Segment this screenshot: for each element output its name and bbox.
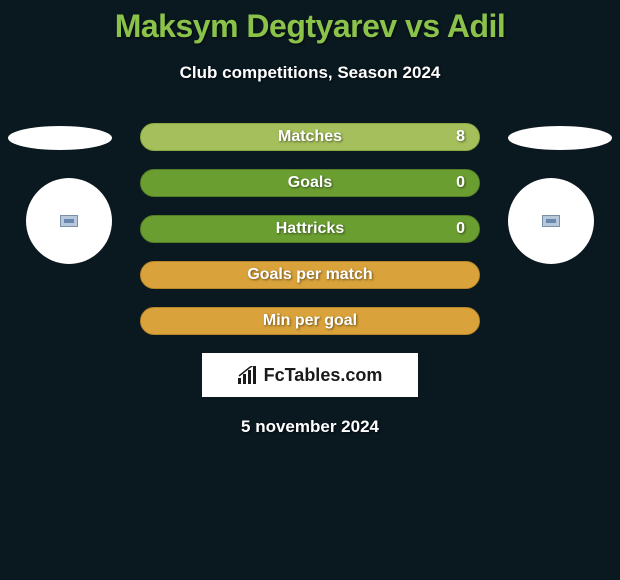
- stat-label: Goals: [288, 174, 332, 192]
- stat-label: Matches: [278, 128, 342, 146]
- footer-date: 5 november 2024: [0, 417, 620, 437]
- bar-chart-icon: [238, 366, 260, 384]
- stat-value-right: 0: [456, 220, 465, 238]
- page-title: Maksym Degtyarev vs Adil: [0, 0, 620, 45]
- stat-row-goals: Goals 0: [140, 169, 480, 197]
- branding-box: FcTables.com: [202, 353, 418, 397]
- infographic-container: Maksym Degtyarev vs Adil Club competitio…: [0, 0, 620, 437]
- page-subtitle: Club competitions, Season 2024: [0, 63, 620, 83]
- stat-label: Hattricks: [276, 220, 344, 238]
- stats-list: Matches 8 Goals 0 Hattricks 0 Goals per …: [0, 123, 620, 335]
- stat-row-matches: Matches 8: [140, 123, 480, 151]
- stat-label: Goals per match: [247, 266, 372, 284]
- stat-row-goals-per-match: Goals per match: [140, 261, 480, 289]
- branding-text: FcTables.com: [264, 365, 383, 386]
- stat-value-right: 8: [456, 128, 465, 146]
- stat-row-hattricks: Hattricks 0: [140, 215, 480, 243]
- branding-label: FcTables.com: [238, 365, 383, 386]
- stat-label: Min per goal: [263, 312, 357, 330]
- stat-value-right: 0: [456, 174, 465, 192]
- stat-row-min-per-goal: Min per goal: [140, 307, 480, 335]
